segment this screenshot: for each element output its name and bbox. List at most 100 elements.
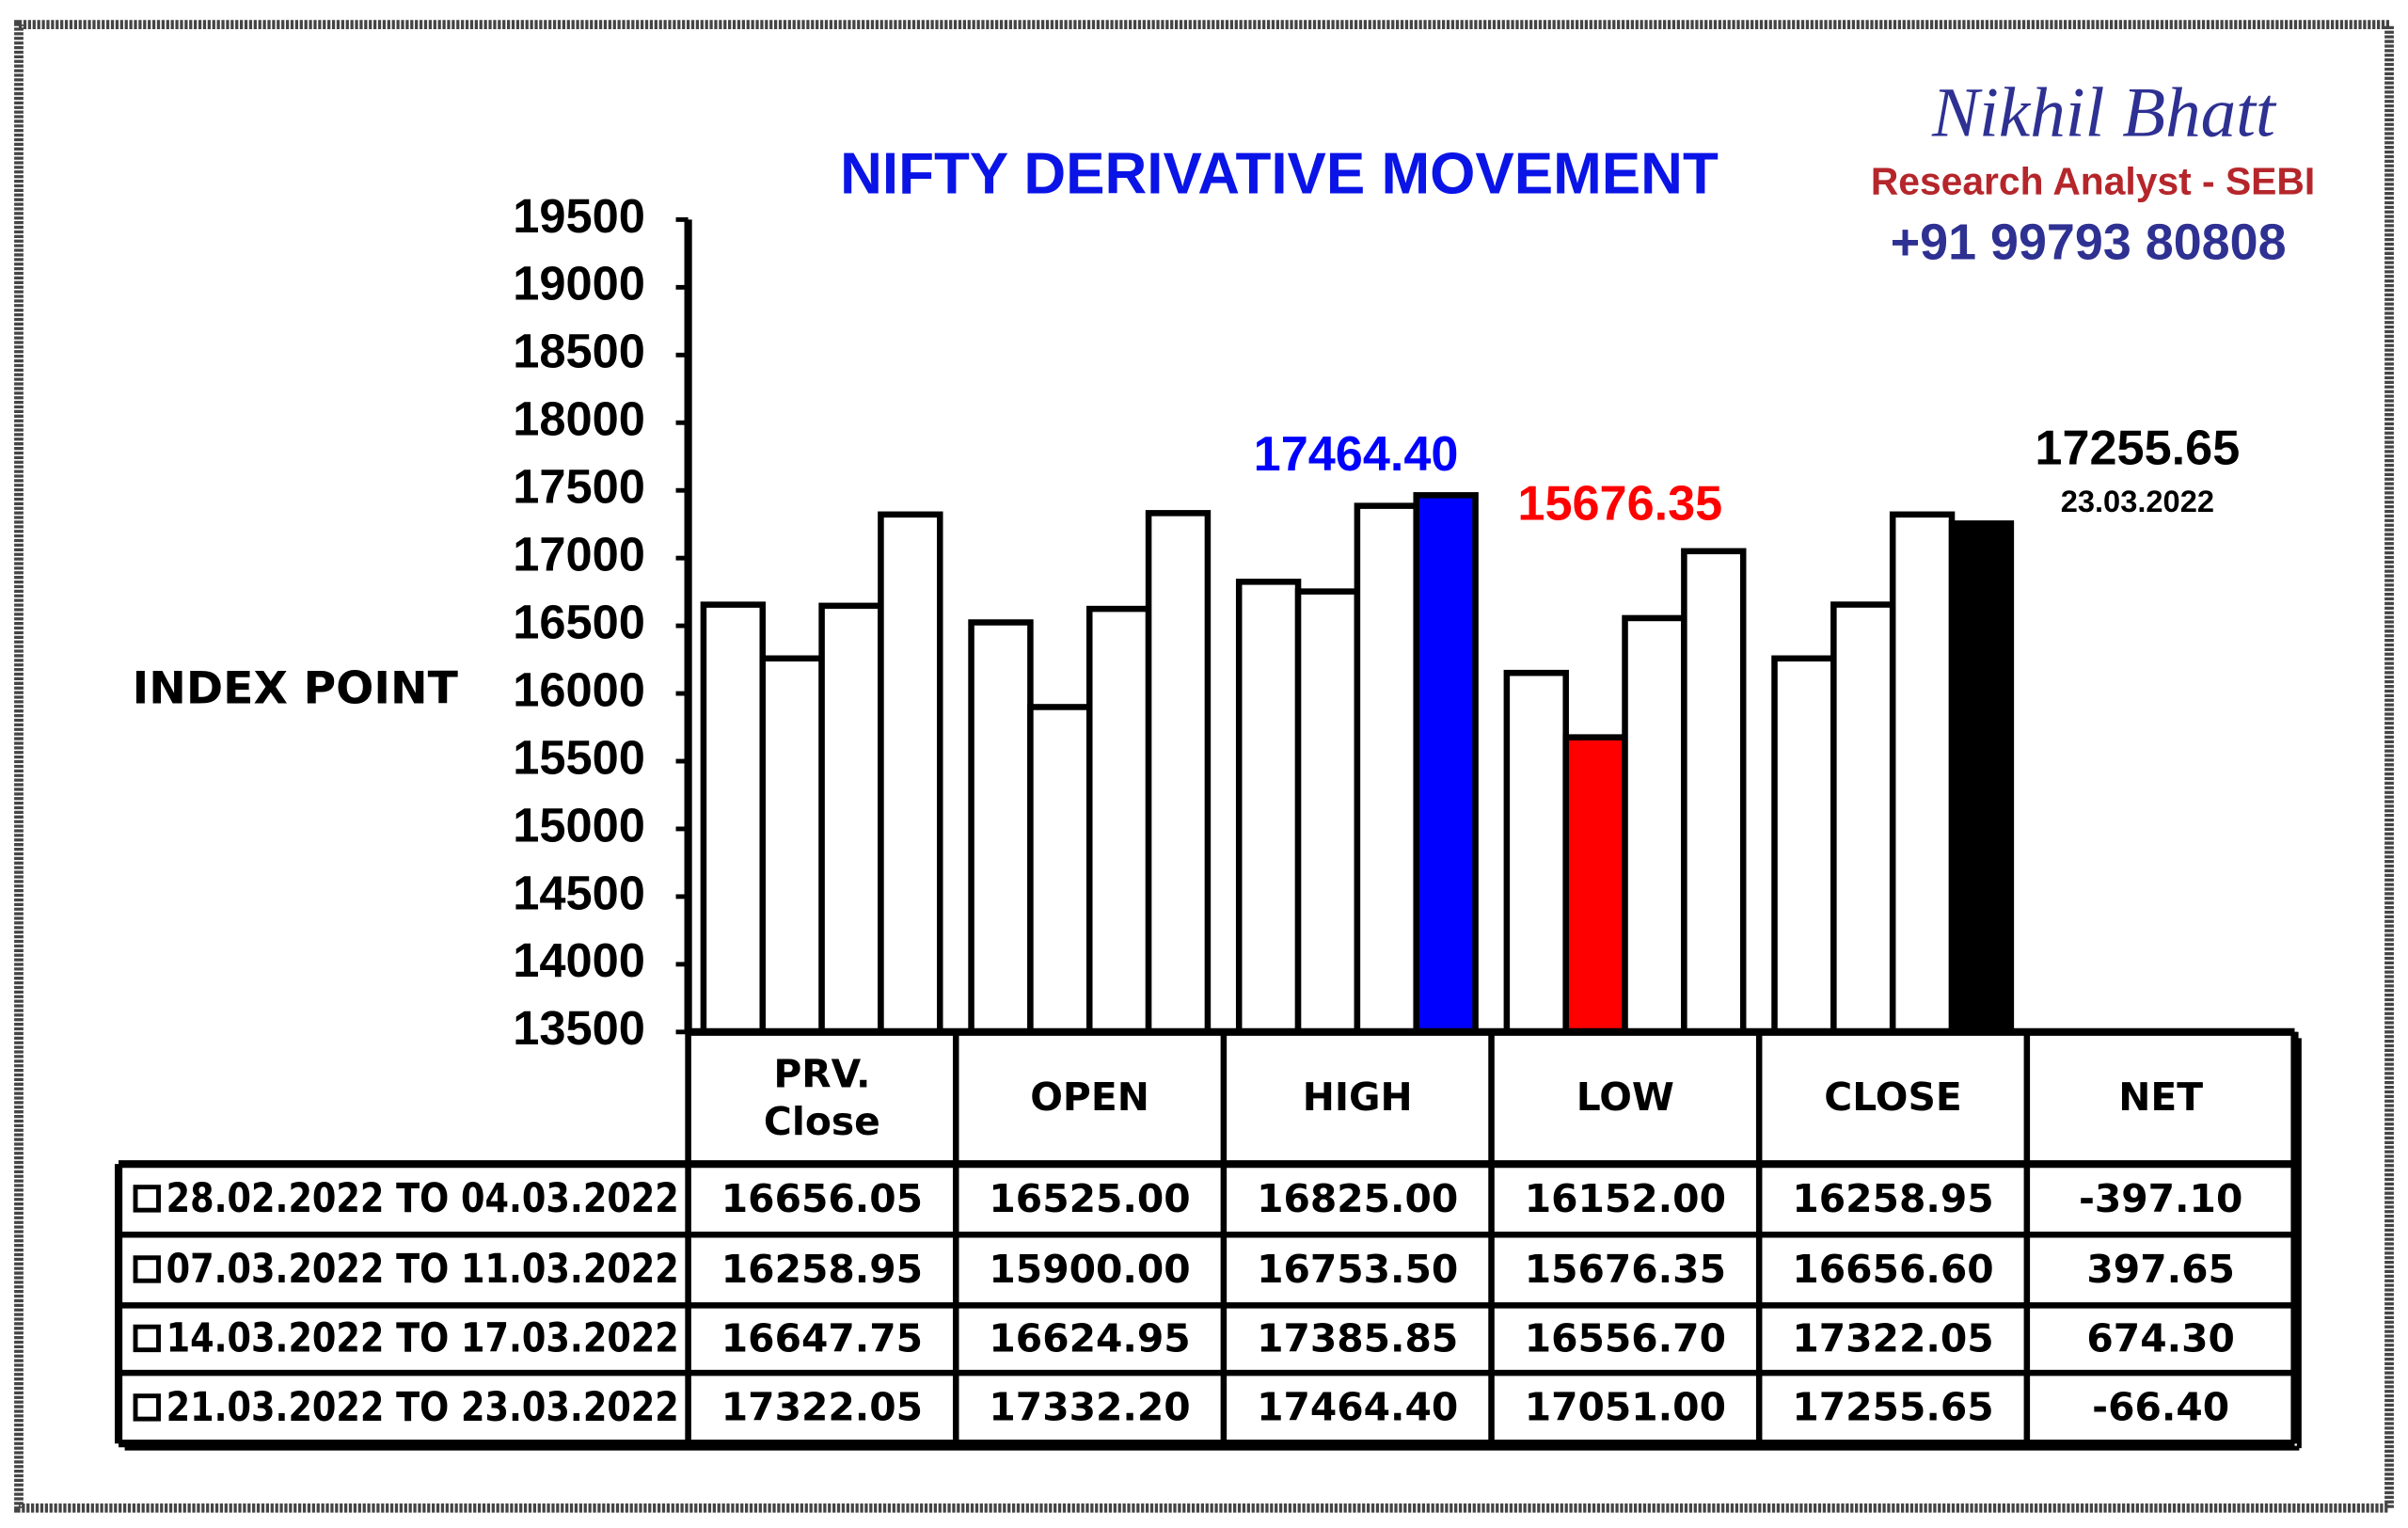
bar	[759, 655, 825, 1036]
bar	[1622, 614, 1687, 1036]
table-cell: 17322.05	[1792, 1316, 1994, 1361]
bar	[1503, 669, 1569, 1036]
table-cell: 15676.35	[1524, 1247, 1726, 1293]
bar	[700, 601, 767, 1036]
y-tick-label: 19000	[513, 257, 645, 310]
brand-role: Research Analyst - SEBI	[1871, 160, 2315, 203]
net-cell-box: -66.40	[2092, 1385, 2230, 1431]
table-cell: 16624.95	[989, 1316, 1191, 1361]
table-cell-box: 16258.95	[1792, 1176, 1994, 1222]
bar	[1235, 579, 1302, 1036]
annotation: 15676.35	[1517, 476, 1722, 531]
table-cell-box: 16753.50	[1257, 1247, 1459, 1293]
column-header-box: OPEN	[1030, 1075, 1149, 1121]
table-cell-box: 17255.65	[1792, 1385, 1994, 1431]
net-cell: 397.65	[2086, 1247, 2235, 1293]
net-cell: 674.30	[2086, 1316, 2235, 1361]
column-header-box: HIGH	[1302, 1075, 1413, 1121]
table-cell: 16556.70	[1524, 1316, 1726, 1361]
column-header: PRV. Close	[763, 1051, 880, 1144]
bar	[1354, 502, 1419, 1036]
column-header: OPEN	[1030, 1075, 1149, 1121]
y-tick-label: 13500	[513, 1001, 645, 1055]
table-cell-box: 15676.35	[1524, 1247, 1726, 1293]
y-tick-label: 16500	[513, 595, 645, 648]
row-icon	[133, 1324, 161, 1353]
bar	[1294, 588, 1361, 1036]
bar	[878, 511, 943, 1036]
bar	[1681, 548, 1747, 1036]
row-label: 14.03.2022 TO 17.03.2022	[166, 1315, 679, 1361]
bar	[1771, 655, 1837, 1036]
column-header: CLOSE	[1824, 1075, 1962, 1121]
table-cell-box: 16152.00	[1524, 1176, 1726, 1222]
bar	[1027, 704, 1093, 1036]
column-header: LOW	[1576, 1075, 1674, 1121]
brand-name: Nikhil Bhatt	[1931, 74, 2277, 152]
table-cell: 17322.05	[721, 1385, 924, 1431]
column-header-box: PRV. Close	[763, 1051, 880, 1144]
y-tick-label: 17000	[513, 528, 645, 581]
bar	[968, 619, 1034, 1036]
table-cell: 16525.00	[989, 1176, 1191, 1222]
bar	[1948, 520, 2015, 1036]
annotation-sub: 23.03.2022	[2061, 484, 2214, 518]
table-cell-box: 16624.95	[989, 1316, 1191, 1361]
table-cell-box: 16525.00	[989, 1176, 1191, 1222]
table-cell-box: 16258.95	[721, 1247, 924, 1293]
row-icon	[133, 1185, 161, 1213]
table-cell: 17255.65	[1792, 1385, 1994, 1431]
y-tick-label: 18500	[513, 325, 645, 378]
table-cell: 16647.75	[721, 1316, 924, 1361]
table-cell: 16152.00	[1524, 1176, 1726, 1222]
table-cell-box: 16825.00	[1257, 1176, 1459, 1222]
bar	[1830, 601, 1896, 1036]
brand-phone: +91 99793 80808	[1891, 214, 2287, 270]
table-cell-box: 17464.40	[1257, 1386, 1458, 1430]
column-header: HIGH	[1302, 1075, 1413, 1121]
net-cell-box: -397.10	[2078, 1176, 2243, 1222]
table-cell-box: 16656.60	[1792, 1248, 1993, 1292]
table-cell-box: 17322.05	[1792, 1316, 1994, 1361]
annotation: 17464.40	[1254, 427, 1459, 482]
row-label: 28.02.2022 TO 04.03.2022	[166, 1176, 679, 1222]
chart-title: NIFTY DERIVATIVE MOVEMENT	[840, 142, 1719, 207]
table-cell-box: 17322.05	[721, 1385, 924, 1431]
net-cell-box: 397.65	[2086, 1247, 2235, 1293]
table-cell: 16753.50	[1257, 1247, 1459, 1293]
table-cell: 16825.00	[1257, 1176, 1459, 1222]
table-cell: 16258.95	[721, 1247, 924, 1293]
y-tick-label: 14500	[513, 866, 645, 919]
y-tick-label: 19500	[513, 189, 645, 243]
table-cell-box: 16556.70	[1524, 1316, 1726, 1361]
bar	[1889, 511, 1956, 1036]
row-label: 07.03.2022 TO 11.03.2022	[166, 1247, 679, 1293]
table-cell: 15900.00	[989, 1247, 1191, 1293]
column-header-box: NET	[2118, 1075, 2204, 1121]
column-header-box: LOW	[1576, 1075, 1674, 1121]
y-tick-label: 16000	[513, 662, 645, 716]
table-cell-box: 16656.05	[721, 1176, 924, 1222]
table-cell: 16656.05	[721, 1176, 924, 1222]
net-cell-box: 674.30	[2086, 1316, 2235, 1361]
annotation: 17255.65	[2035, 422, 2240, 476]
row-icon	[133, 1255, 161, 1283]
bar	[1562, 734, 1628, 1036]
bar	[1085, 605, 1152, 1036]
net-cell: -66.40	[2092, 1385, 2230, 1431]
bar	[1145, 510, 1212, 1036]
column-header: NET	[2118, 1075, 2204, 1121]
row-icon	[133, 1393, 161, 1422]
y-axis-label: INDEX POINT	[133, 662, 459, 714]
table-cell-box: 17385.85	[1257, 1316, 1458, 1361]
bar	[1413, 492, 1479, 1036]
table-cell-box: 17332.20	[989, 1386, 1190, 1430]
y-tick-label: 17500	[513, 460, 645, 514]
table-cell: 16258.95	[1792, 1176, 1994, 1222]
y-tick-label: 14000	[513, 933, 645, 987]
y-tick-label: 18000	[513, 392, 645, 446]
table-cell: 17051.00	[1524, 1385, 1726, 1431]
table-cell-box: 16647.75	[721, 1316, 924, 1361]
net-cell: -397.10	[2078, 1176, 2243, 1222]
